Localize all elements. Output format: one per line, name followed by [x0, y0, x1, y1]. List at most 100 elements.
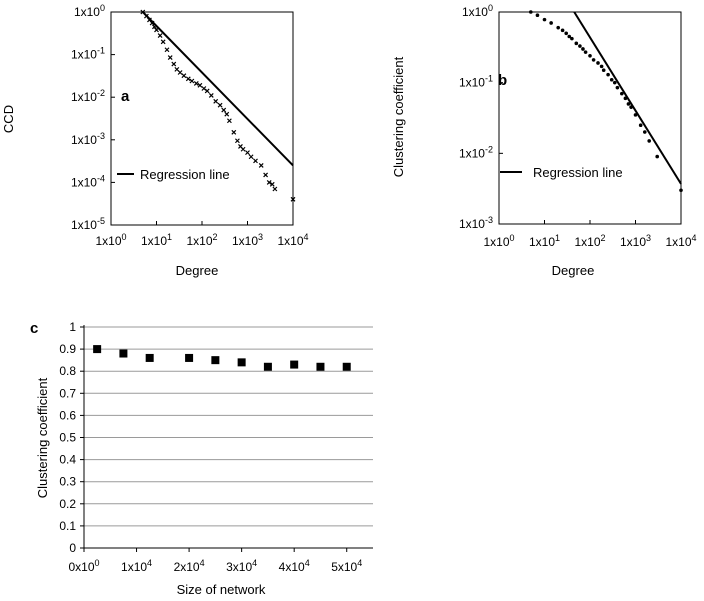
panel-a-data-point [171, 61, 177, 67]
panel-a-data-point [160, 39, 166, 45]
panel-b-data-point [570, 36, 574, 41]
panel-b-data-point [601, 68, 606, 73]
panel-a-data-point [266, 179, 272, 185]
panel-a-data-point [248, 154, 254, 160]
panel-c-y-axis-label: Clustering coefficient [35, 377, 50, 498]
panel-b-data-point [542, 17, 547, 22]
panel-b-plot-area [498, 11, 682, 225]
panel-c-data-point [290, 360, 299, 369]
panel-c-data-point [237, 358, 246, 367]
panel-a-x-tick-label: 1x103 [232, 232, 263, 248]
panel-c-data-point [119, 349, 128, 358]
panel-b-data-point [574, 41, 579, 46]
panel-a-data-point [189, 78, 195, 84]
panel-a-data-point [197, 82, 203, 88]
panel-b-y-tick-label: 1x100 [462, 3, 493, 19]
panel-c-x-tick-label: 2x104 [174, 558, 205, 574]
panel-b-data-point [633, 113, 638, 117]
panel-a-x-tick-label: 1x104 [277, 232, 308, 248]
panel-b-data-point [588, 53, 592, 58]
panel-a-y-tick-label: 1x10-5 [71, 216, 105, 232]
panel-a-data-point [167, 55, 173, 61]
panel-a-x-tick-label: 1x100 [95, 232, 126, 248]
panel-a-data-point [245, 150, 250, 156]
panel-c-x-tick-label: 0x100 [68, 558, 99, 574]
panel-a-data-point [258, 163, 264, 168]
panel-c: 1 0.9 0.8 0.7 0.6 0.5 0.4 0.3 0.2 0.1 0 0x100 1x104… [30, 320, 373, 597]
panel-b-data-point [647, 139, 651, 143]
panel-b-data-point [612, 80, 617, 85]
panel-b-data-point [529, 10, 533, 14]
panel-b-data-point [591, 58, 596, 62]
panel-a-data-point [157, 33, 163, 38]
panel-a-data-point [213, 98, 219, 104]
panel-b-x-tick-label: 1x104 [665, 233, 696, 249]
panel-b-data-point [642, 130, 647, 134]
panel-a-y-tick-label: 1x100 [74, 3, 105, 19]
panel-b-data-point [620, 91, 624, 96]
panel-c-data-point [342, 362, 351, 371]
panel-a-data-point [217, 102, 223, 108]
panel-b-y-axis-label: Clustering coefficient [391, 56, 406, 177]
panel-a-plot-area [110, 11, 294, 226]
panel-a-data-point [272, 186, 278, 192]
panel-a-data-point [208, 93, 214, 98]
panel-c-x-tick-label: 1x104 [121, 558, 152, 574]
panel-b-data-point [626, 102, 631, 106]
panel-a-data-point [231, 129, 237, 135]
panel-c-y-tick-label: 0.5 [59, 431, 76, 445]
panel-b-x-axis-label: Degree [552, 263, 595, 278]
panel-c-label: c [30, 320, 38, 337]
panel-b-y-tick-label: 1x10-3 [459, 215, 493, 231]
panel-a-data-point [193, 81, 199, 86]
panel-c-y-tick-label: 0.9 [59, 342, 76, 356]
panel-b-y-tick-label: 1x10-2 [459, 144, 493, 160]
panel-b-data-point [578, 44, 582, 48]
panel-b-data-point [567, 34, 572, 39]
panel-a-data-point [290, 196, 296, 202]
panel-b-x-tick-label: 1x101 [529, 233, 560, 249]
panel-a-data-point [269, 181, 275, 187]
panel-b-data-point [615, 85, 620, 90]
panel-c-data-point [211, 356, 220, 365]
panel-a-data-point [177, 70, 183, 75]
panel-b-data-point [606, 72, 610, 77]
panel-c-y-tick-label: 0.4 [59, 453, 76, 467]
panel-b-data-point [599, 64, 604, 69]
panel-b-data-point [655, 154, 660, 159]
panel-b-data-point [560, 28, 565, 33]
panel-c-data-point [263, 362, 272, 371]
panel-c-data-point [145, 353, 154, 362]
panel-a-data-point [253, 158, 258, 164]
panel-c-y-tick-label: 0.6 [59, 408, 76, 422]
panel-a-y-tick-label: 1x10-3 [71, 131, 105, 147]
panel-b-x-tick-label: 1x102 [574, 233, 605, 249]
panel-a-data-point [226, 118, 232, 124]
panel-a-y-tick-label: 1x10-2 [71, 88, 105, 104]
panel-c-x-tick-label: 3x104 [226, 558, 257, 574]
panel-c-data-point [93, 345, 102, 354]
panel-c-y-tick-label: 0.7 [59, 386, 76, 400]
panel-a-data-point [240, 146, 246, 152]
panel-a-data-point [234, 138, 240, 144]
panel-c-y-tick-label: 0 [69, 541, 76, 555]
panel-b-data-point [556, 25, 560, 30]
panel-b: 1x100 1x10-1 1x10-2 1x10-3 1x100 1x101 1x102 1… [391, 3, 697, 278]
panel-b-data-point [679, 188, 683, 193]
panel-c-x-tick-label: 5x104 [331, 558, 362, 574]
panel-c-x-axis-label: Size of network [177, 582, 266, 597]
panel-b-regression-line [573, 11, 682, 185]
panel-c-y-tick-label: 0.8 [59, 364, 76, 378]
panel-c-data-point [185, 353, 194, 362]
panel-c-y-tick-label: 1 [69, 320, 76, 334]
panel-b-data-point [596, 61, 600, 65]
panel-a-x-axis-label: Degree [176, 263, 219, 278]
panel-b-data-point [583, 50, 588, 54]
panel-a: 1x100 1x10-1 1x10-2 1x10-3 1x10-4 1x10-5 1x10… [1, 3, 309, 278]
panel-a-x-tick-label: 1x102 [186, 232, 217, 248]
panel-b-data-point [564, 31, 569, 36]
panel-a-x-tick-label: 1x101 [141, 232, 172, 248]
panel-c-y-tick-label: 0.1 [59, 519, 76, 533]
panel-c-y-tick-label: 0.3 [59, 475, 76, 489]
